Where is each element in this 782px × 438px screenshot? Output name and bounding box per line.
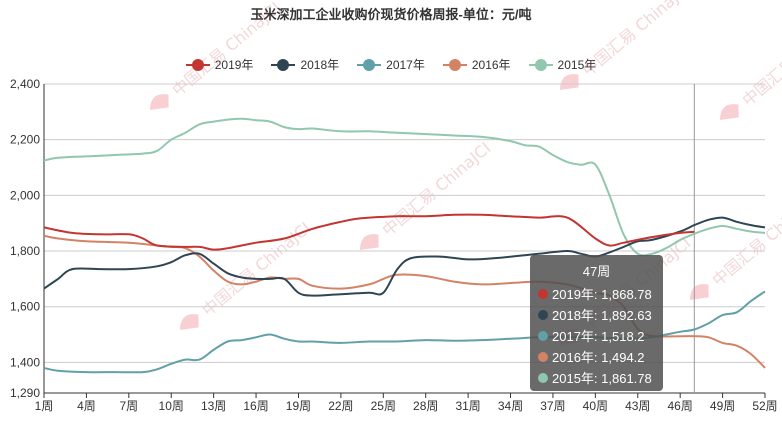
legend-marker-icon [185, 58, 210, 71]
y-tick-label: 1,800 [10, 244, 40, 258]
y-tick-label: 2,400 [10, 77, 40, 91]
tooltip-dot-icon [538, 372, 548, 383]
legend-item[interactable]: 2018年 [271, 56, 339, 73]
legend-item[interactable]: 2015年 [528, 56, 597, 73]
tooltip-row: 2017年: 1,518.2 [538, 325, 663, 346]
watermark: 中国汇易 ChinaJCI [720, 8, 782, 120]
legend-label: 2015年 [557, 58, 597, 72]
x-tick-label: 19周 [286, 399, 311, 413]
watermark-text: 中国汇易 ChinaJCI [708, 188, 782, 290]
watermark-text: 中国汇易 ChinaJCI [578, 0, 694, 80]
watermark-text: 中国汇易 ChinaJCI [738, 8, 782, 110]
series-line [43, 234, 766, 369]
y-tick-label: 2,000 [10, 188, 40, 202]
legend-dot-icon [363, 58, 376, 71]
x-tick-label: 25周 [371, 399, 396, 413]
x-tick-label: 40周 [583, 399, 608, 413]
legend-label: 2019年 [214, 58, 254, 72]
chart-tooltip: 47周 2019年: 1,868.78 2018年: 1,892.63 2017年:… [530, 255, 663, 391]
x-tick-label: 34周 [498, 399, 523, 413]
chart-legend: 2019年 2018年 2017年 2016年 2015年 [0, 56, 782, 73]
x-tick-label: 46周 [667, 399, 692, 413]
y-tick-label: 2,200 [10, 133, 40, 147]
tooltip-dot-icon [538, 309, 548, 320]
legend-label: 2016年 [471, 58, 511, 72]
legend-label: 2017年 [386, 58, 425, 72]
legend-dot-icon [534, 58, 547, 71]
y-tick-label: 1,290 [10, 386, 40, 400]
x-tick-label: 13周 [201, 399, 226, 413]
watermark-logo [560, 74, 579, 90]
x-tick-label: 31周 [455, 399, 480, 413]
series-line [43, 216, 766, 297]
legend-label: 2018年 [300, 58, 340, 72]
watermark-logo [150, 94, 169, 110]
x-tick-label: 52周 [752, 399, 777, 413]
x-tick-label: 28周 [413, 399, 438, 413]
tooltip-dot-icon [538, 288, 548, 299]
y-tick-label: 1,400 [10, 355, 40, 369]
tooltip-value: 2019年: 1,868.78 [552, 287, 652, 302]
legend-item[interactable]: 2017年 [357, 56, 425, 73]
series-line [43, 213, 695, 251]
legend-marker-icon [271, 58, 296, 71]
x-tick-label: 1周 [35, 399, 54, 413]
legend-dot-icon [277, 58, 290, 71]
watermark-text: 中国汇易 ChinaJCI [378, 138, 494, 240]
x-tick-label: 10周 [159, 399, 184, 413]
watermark-logo [180, 314, 199, 330]
chart-title: 玉米深加工企业收购价现货价格周报-单位：元/吨 [250, 7, 532, 22]
watermark: 中国汇易 ChinaJCI [150, 0, 284, 110]
tooltip-row: 2015年: 1,861.78 [538, 367, 663, 388]
x-tick-label: 7周 [119, 399, 138, 413]
tooltip-value: 2016年: 1,494.2 [552, 350, 645, 365]
watermark-text: 中国汇易 ChinaJCI [168, 0, 284, 100]
legend-marker-icon [528, 58, 553, 71]
legend-marker-icon [442, 58, 467, 71]
tooltip-dot-icon [538, 351, 548, 362]
tooltip-dot-icon [538, 330, 548, 341]
x-tick-label: 22周 [328, 399, 353, 413]
series-line [43, 290, 766, 374]
x-tick-label: 37周 [540, 399, 565, 413]
series-line [43, 117, 766, 257]
legend-marker-icon [357, 58, 382, 71]
legend-item[interactable]: 2016年 [442, 56, 511, 73]
watermark-logo [690, 284, 709, 300]
legend-dot-icon [191, 58, 204, 71]
legend-item[interactable]: 2019年 [185, 56, 254, 73]
watermark-logo [720, 104, 739, 120]
x-tick-label: 49周 [710, 399, 735, 413]
x-tick-label: 16周 [243, 399, 268, 413]
tooltip-value: 2015年: 1,861.78 [552, 371, 652, 386]
tooltip-title: 47周 [582, 264, 611, 279]
x-tick-label: 4周 [77, 399, 96, 413]
watermark: 中国汇易 ChinaJCI [690, 188, 782, 300]
tooltip-value: 2017年: 1,518.2 [552, 329, 645, 344]
watermark-logo [360, 234, 379, 250]
watermark: 中国汇易 ChinaJCI [360, 138, 494, 250]
y-tick-label: 1,600 [10, 300, 40, 314]
tooltip-row: 2016年: 1,494.2 [538, 346, 663, 367]
tooltip-value: 2018年: 1,892.63 [552, 308, 652, 323]
legend-dot-icon [448, 58, 461, 71]
x-tick-label: 43周 [625, 399, 650, 413]
tooltip-row: 2018年: 1,892.63 [538, 304, 663, 325]
tooltip-row: 2019年: 1,868.78 [538, 283, 663, 304]
